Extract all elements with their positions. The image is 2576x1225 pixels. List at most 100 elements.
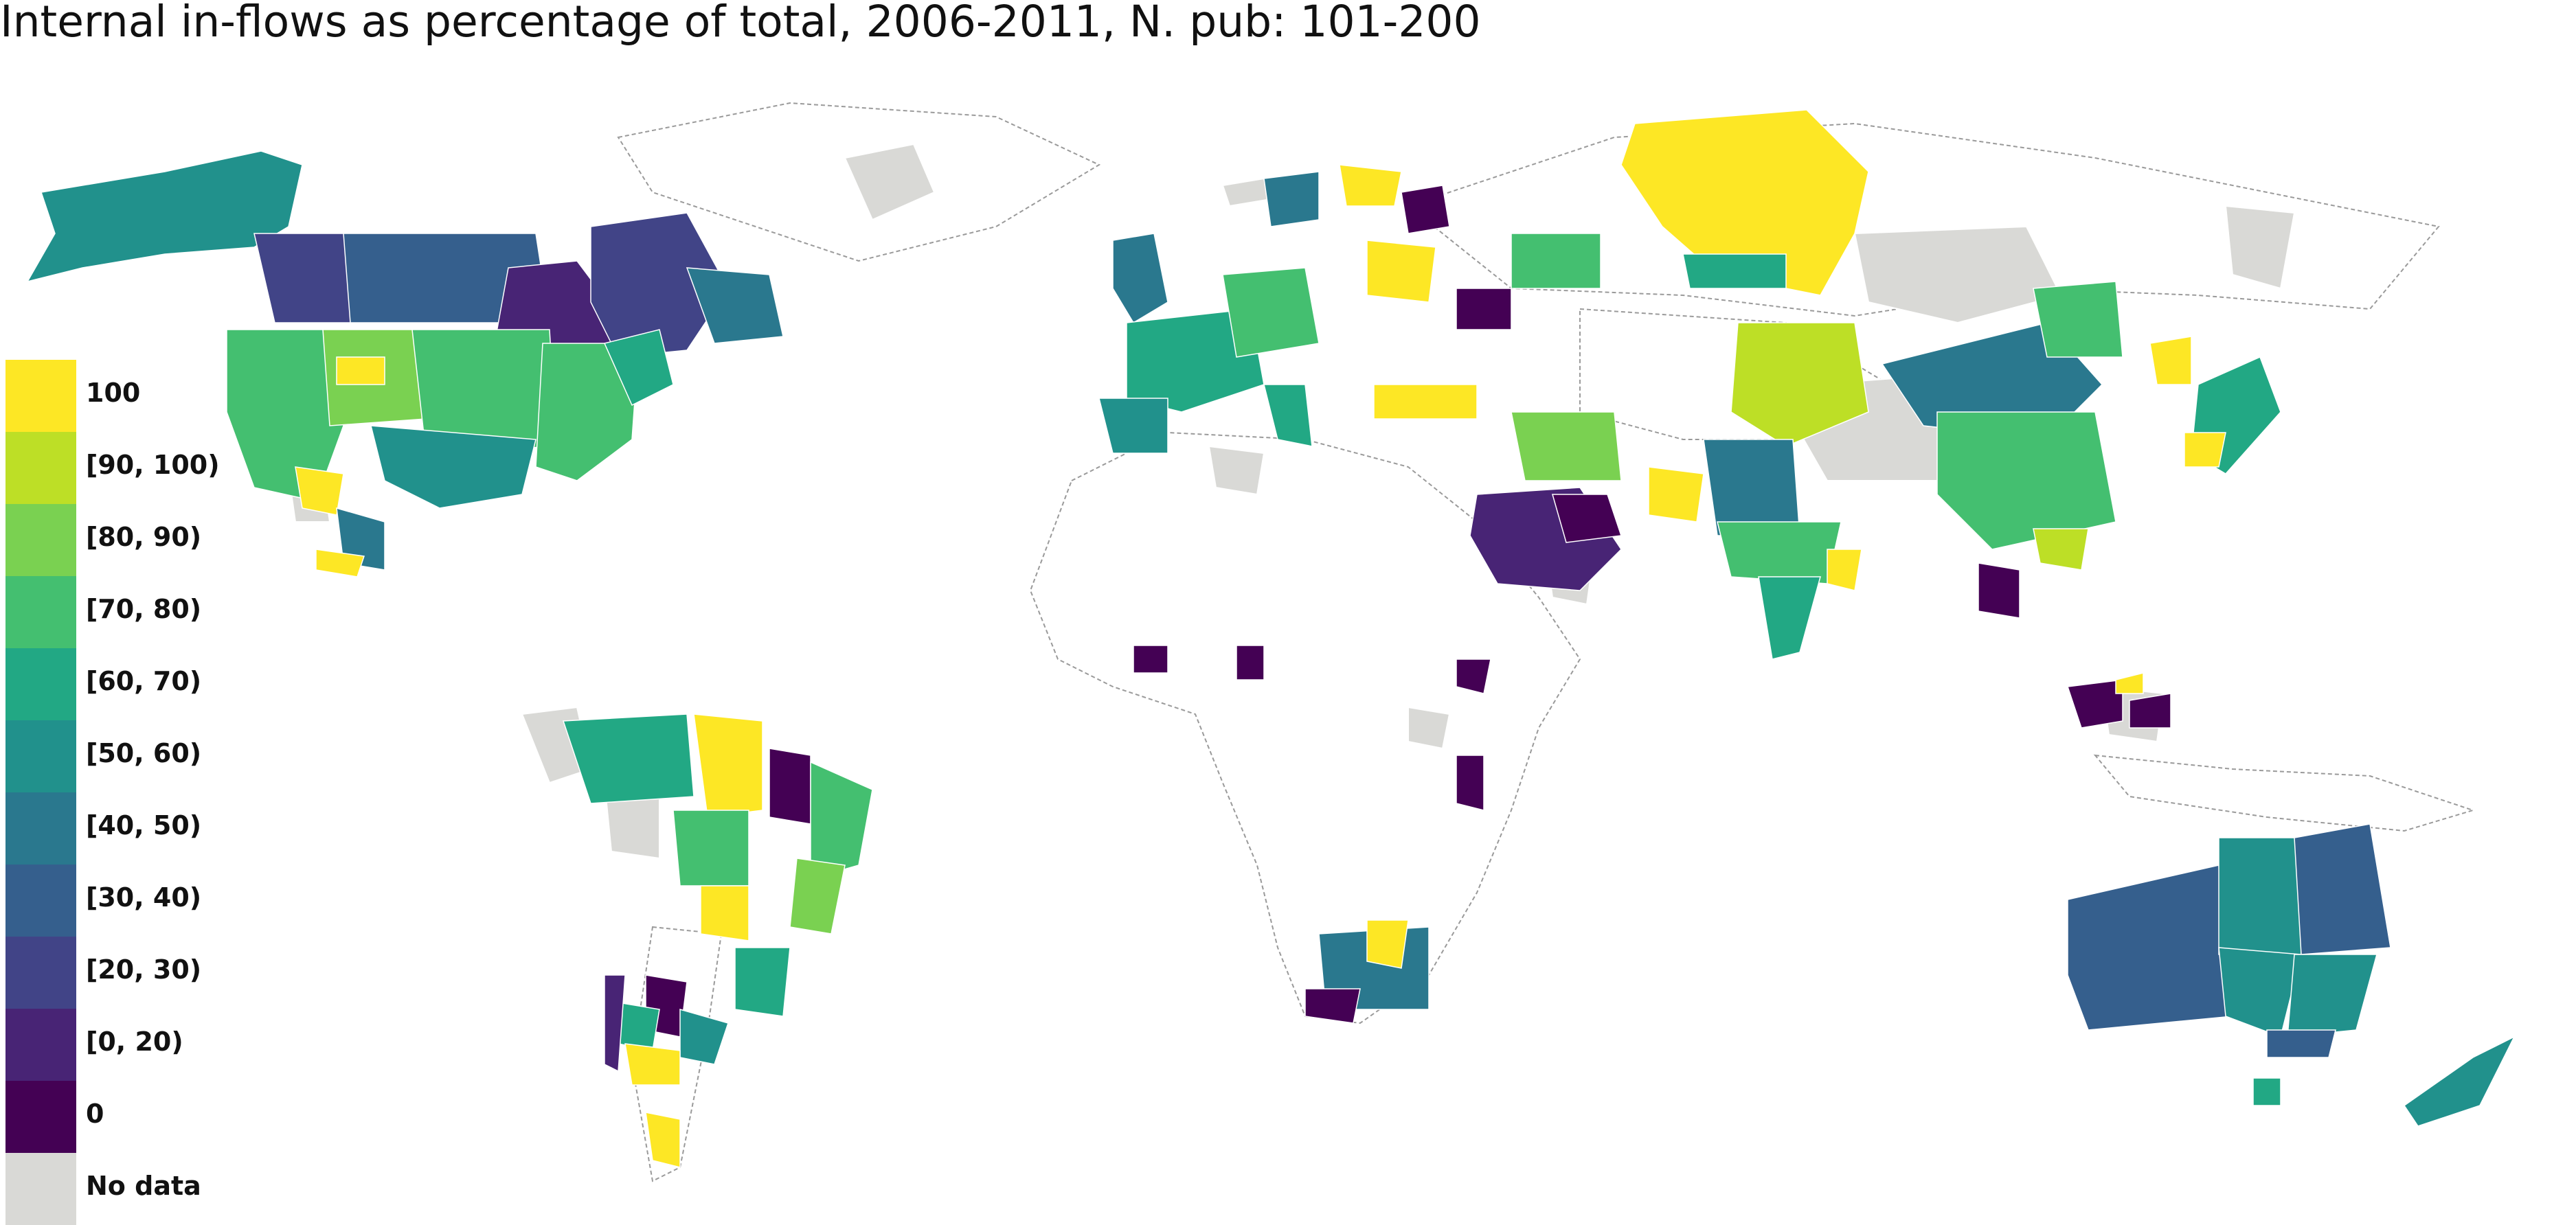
region-canada-quebec — [590, 212, 729, 358]
region-kazakhstan — [1730, 322, 1869, 447]
legend-label: [20, 30) — [86, 954, 202, 985]
region-victoria — [2266, 1029, 2336, 1058]
region-south-africa-2 — [1366, 919, 1409, 969]
region-new-south-wales — [2287, 954, 2377, 1038]
region-borneo — [2129, 693, 2171, 729]
region-russia-south — [1682, 253, 1787, 289]
region-uk — [1112, 233, 1168, 324]
region-argentina-central — [618, 1002, 660, 1051]
region-mexico-north — [295, 466, 344, 516]
legend-swatch — [5, 792, 76, 865]
legend-swatch — [5, 432, 76, 504]
world-choropleth-map — [26, 102, 2516, 1182]
region-india-south — [1758, 576, 1821, 660]
region-korea — [2149, 336, 2192, 385]
region-brazil-north — [693, 713, 763, 818]
region-siberia — [1620, 109, 1869, 296]
legend-item: [40, 50) — [5, 792, 294, 865]
legend-swatch — [5, 1153, 76, 1225]
region-indonesia-east — [2115, 672, 2144, 694]
region-japan-south — [2184, 432, 2226, 468]
region-west-africa — [1133, 645, 1168, 674]
region-middle-east-east — [1552, 494, 1623, 543]
region-western-russia — [1511, 233, 1601, 289]
region-chile — [604, 974, 626, 1073]
legend-label: [70, 80) — [86, 594, 202, 624]
legend-swatch — [5, 648, 76, 720]
region-brazil-sp — [734, 947, 791, 1017]
region-italy — [1263, 384, 1313, 447]
region-canada-west — [253, 233, 358, 323]
region-canada-atlantic — [686, 267, 784, 344]
region-scandinavia — [1339, 164, 1402, 207]
region-indonesia — [2093, 754, 2476, 832]
legend-swatch — [5, 720, 76, 792]
legend-swatch — [5, 360, 76, 432]
legend-label: [0, 20) — [86, 1027, 183, 1057]
region-sahara — [1208, 445, 1265, 496]
legend-item: [70, 80) — [5, 576, 294, 648]
legend-label: [80, 90) — [86, 522, 202, 552]
legend-item: [90, 100) — [5, 432, 294, 504]
region-iceland — [1221, 177, 1272, 207]
region-china-central — [1936, 411, 2116, 550]
legend-item: [50, 60) — [5, 720, 294, 792]
region-turkey — [1373, 384, 1478, 420]
region-south-africa-3 — [1304, 988, 1361, 1024]
region-iberia — [1098, 398, 1168, 454]
legend-label: No data — [86, 1171, 201, 1201]
region-india-central — [1717, 521, 1842, 584]
region-siberia-east — [1853, 225, 2062, 324]
region-mexico-south — [315, 549, 365, 577]
map-title: Internal in-flows as percentage of total… — [0, 0, 1481, 47]
region-nigeria — [1236, 645, 1265, 680]
region-patagonia — [645, 1112, 681, 1168]
region-east-africa — [1408, 706, 1451, 750]
region-usa-south — [370, 425, 536, 509]
region-kamchatka — [2224, 205, 2296, 290]
region-tasmania — [2252, 1077, 2281, 1106]
legend-item: No data — [5, 1153, 294, 1225]
legend-item: [0, 20) — [5, 1009, 294, 1081]
region-finland — [1401, 185, 1450, 234]
region-northern-territory — [2218, 837, 2302, 955]
region-brazil-central — [673, 810, 749, 886]
region-svalbard — [844, 143, 936, 221]
region-queensland — [2294, 823, 2391, 955]
region-china-northeast — [2033, 281, 2123, 358]
region-east-africa-2 — [1456, 755, 1484, 811]
region-brazil-east — [810, 761, 873, 880]
region-se-asia — [1978, 562, 2020, 619]
region-brazil-south — [789, 858, 846, 935]
region-eastern-europe — [1366, 240, 1436, 303]
legend-label: [60, 70) — [86, 666, 202, 696]
legend-item: [20, 30) — [5, 937, 294, 1009]
legend-item: [80, 90) — [5, 504, 294, 576]
region-usa-northeast — [603, 329, 674, 407]
region-argentina-buenos-aires — [679, 1009, 729, 1065]
legend-item: 0 — [5, 1081, 294, 1153]
region-norway-south — [1263, 171, 1320, 227]
region-china-south — [2033, 528, 2089, 571]
region-argentina-pampas — [624, 1043, 681, 1086]
legend-label: 0 — [86, 1099, 104, 1129]
legend-label: [40, 50) — [86, 810, 202, 840]
region-iran — [1511, 411, 1622, 481]
legend-item: [60, 70) — [5, 648, 294, 720]
legend-swatch — [5, 1081, 76, 1153]
legend-label: [90, 100) — [86, 450, 220, 480]
region-usa-montana — [336, 356, 385, 385]
region-new-zealand — [2403, 1035, 2516, 1127]
legend-swatch — [5, 504, 76, 576]
region-brazil-northeast — [769, 748, 811, 825]
legend-swatch — [5, 576, 76, 648]
region-india-north — [1703, 439, 1800, 536]
region-south-america-north — [562, 713, 694, 804]
legend-swatch — [5, 937, 76, 1009]
region-moscow — [1456, 288, 1512, 330]
region-ethiopia — [1456, 659, 1491, 694]
region-brazil-southcentral — [700, 885, 749, 941]
legend-label: 100 — [86, 378, 141, 408]
region-pakistan — [1648, 466, 1704, 523]
region-alaska — [26, 150, 303, 283]
